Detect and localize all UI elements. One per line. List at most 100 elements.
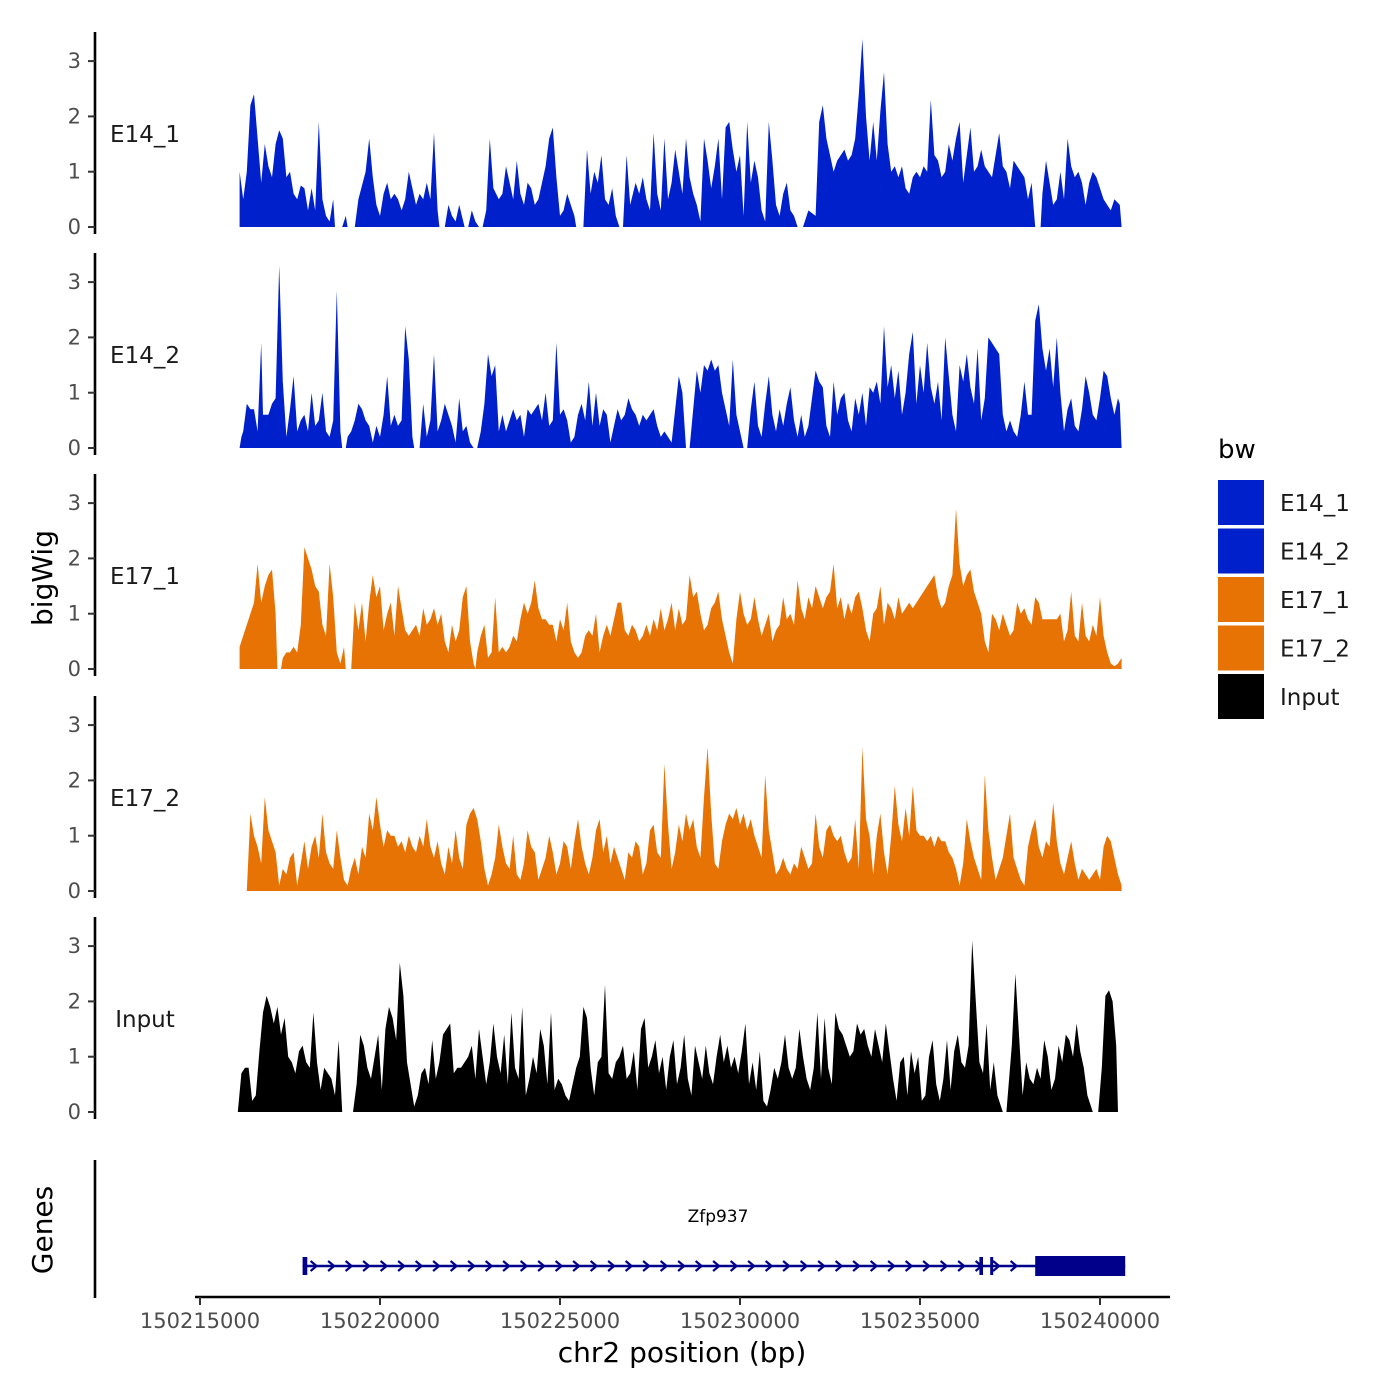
strand-arrow (379, 1260, 389, 1272)
x-tick-label: 150240000 (1040, 1309, 1160, 1333)
strand-arrow (642, 1260, 651, 1272)
x-tick-label: 150230000 (680, 1309, 800, 1333)
strand-arrow (887, 1260, 896, 1272)
legend-swatch (1218, 528, 1264, 574)
coverage-area-e17-1 (239, 508, 1122, 669)
strand-arrow (694, 1260, 704, 1272)
legend-title: bw (1218, 435, 1256, 465)
strand-arrow (817, 1260, 826, 1272)
y-tick-label: 0 (68, 436, 81, 460)
legend-swatch (1218, 480, 1264, 525)
legend-entry-e17-2: E17_2 (1218, 625, 1350, 671)
strand-arrow (432, 1260, 441, 1272)
track-panel-e17-2: 0 1 2 3 E17_2 (68, 696, 1122, 903)
legend-entry-e17-1: E17_1 (1218, 577, 1350, 622)
legend-label: E14_2 (1280, 540, 1350, 566)
strand-arrow (852, 1260, 861, 1272)
legend-entry-input: Input (1218, 674, 1340, 719)
track-panel-e14-1: 0 1 2 3 E14_1 (68, 32, 1122, 239)
x-tick-label: 150225000 (500, 1309, 620, 1333)
strand-arrow (904, 1260, 914, 1272)
strand-arrow (764, 1260, 774, 1272)
y-tick-label: 0 (68, 657, 81, 681)
track-label: E14_1 (110, 122, 180, 148)
legend-entry-e14-1: E14_1 (1218, 480, 1350, 525)
y-tick-label: 1 (68, 160, 81, 184)
gene-exon (302, 1257, 308, 1275)
y-tick-label: 1 (68, 381, 81, 405)
strand-arrow (799, 1260, 809, 1272)
y-tick-label: 1 (68, 1045, 81, 1069)
track-label: E17_1 (110, 564, 180, 590)
strand-arrow (519, 1260, 529, 1272)
gene-exon (979, 1257, 983, 1275)
y-tick-label: 0 (68, 1100, 81, 1124)
strand-arrow (362, 1260, 371, 1272)
legend-entry-e14-2: E14_2 (1218, 528, 1350, 574)
coverage-area-input (237, 940, 1119, 1112)
coverage-area-e14-2 (239, 265, 1122, 448)
y-axis-title: bigWig (26, 530, 59, 626)
legend-swatch (1218, 674, 1264, 719)
x-tick-label: 150220000 (320, 1309, 440, 1333)
track-label: E17_2 (110, 786, 180, 812)
strand-arrow (834, 1260, 844, 1272)
strand-arrow (467, 1260, 476, 1272)
y-tick-label: 3 (68, 49, 81, 73)
gene-name-label: Zfp937 (688, 1207, 749, 1227)
y-tick-label: 3 (68, 934, 81, 958)
legend-label: Input (1280, 685, 1340, 711)
y-tick-label: 2 (68, 768, 81, 792)
strand-arrow (537, 1260, 546, 1272)
strand-arrow (677, 1260, 686, 1272)
gene-exon (990, 1257, 994, 1275)
y-tick-label: 3 (68, 491, 81, 515)
strand-arrow (484, 1260, 494, 1272)
strand-arrow (1009, 1260, 1019, 1272)
x-tick-label: 150215000 (140, 1309, 260, 1333)
strand-arrow (414, 1260, 424, 1272)
track-label: Input (115, 1007, 175, 1033)
legend-swatch (1218, 577, 1264, 622)
coverage-area-e14-1 (239, 39, 1122, 227)
strand-arrow (922, 1260, 931, 1272)
gene-coding-exon (1035, 1256, 1126, 1276)
x-axis: 150215000 150220000 150225000 150230000 1502… (140, 1295, 1170, 1369)
legend-entries: E14_1 E14_2 E17_1 E17_2 Input (1218, 480, 1350, 719)
strand-arrow (729, 1260, 739, 1272)
track-panel-e17-1: 0 1 2 3 E17_1 (68, 474, 1122, 681)
y-tick-label: 1 (68, 602, 81, 626)
x-axis-ticks: 150215000 150220000 150225000 150230000 1502… (140, 1297, 1160, 1333)
y-tick-label: 2 (68, 989, 81, 1013)
strand-arrow (712, 1260, 721, 1272)
y-tick-label: 3 (68, 713, 81, 737)
strand-arrow (607, 1260, 616, 1272)
strand-arrow (747, 1260, 756, 1272)
gene-model (302, 1256, 1126, 1276)
strand-arrow (309, 1260, 319, 1272)
y-tick-label: 0 (68, 215, 81, 239)
legend-swatch (1218, 625, 1264, 671)
strand-arrow (992, 1260, 1001, 1272)
y-tick-label: 2 (68, 325, 81, 349)
strand-arrow (572, 1260, 581, 1272)
strand-arrow (957, 1260, 966, 1272)
x-axis-title: chr2 position (bp) (558, 1336, 807, 1369)
y-tick-label: 1 (68, 824, 81, 848)
track-panels: 0 1 2 3 E14_1 0 1 2 3 E14_2 0 1 2 3 E17_1 0 1 2 3 E17_2 0 1 2 3… (68, 32, 1122, 1124)
strand-arrow (869, 1260, 879, 1272)
y-tick-label: 0 (68, 879, 81, 903)
strand-arrow (589, 1260, 599, 1272)
y-tick-label: 3 (68, 270, 81, 294)
y-tick-label: 2 (68, 546, 81, 570)
strand-arrow (624, 1260, 634, 1272)
legend-label: E17_2 (1280, 637, 1350, 663)
gene-panel: Zfp937 (93, 1160, 1126, 1298)
strand-arrow (449, 1260, 459, 1272)
strand-arrow (782, 1260, 791, 1272)
y-tick-label: 2 (68, 104, 81, 128)
strand-arrow (659, 1260, 669, 1272)
legend-label: E14_1 (1280, 491, 1350, 517)
x-tick-label: 150235000 (860, 1309, 980, 1333)
